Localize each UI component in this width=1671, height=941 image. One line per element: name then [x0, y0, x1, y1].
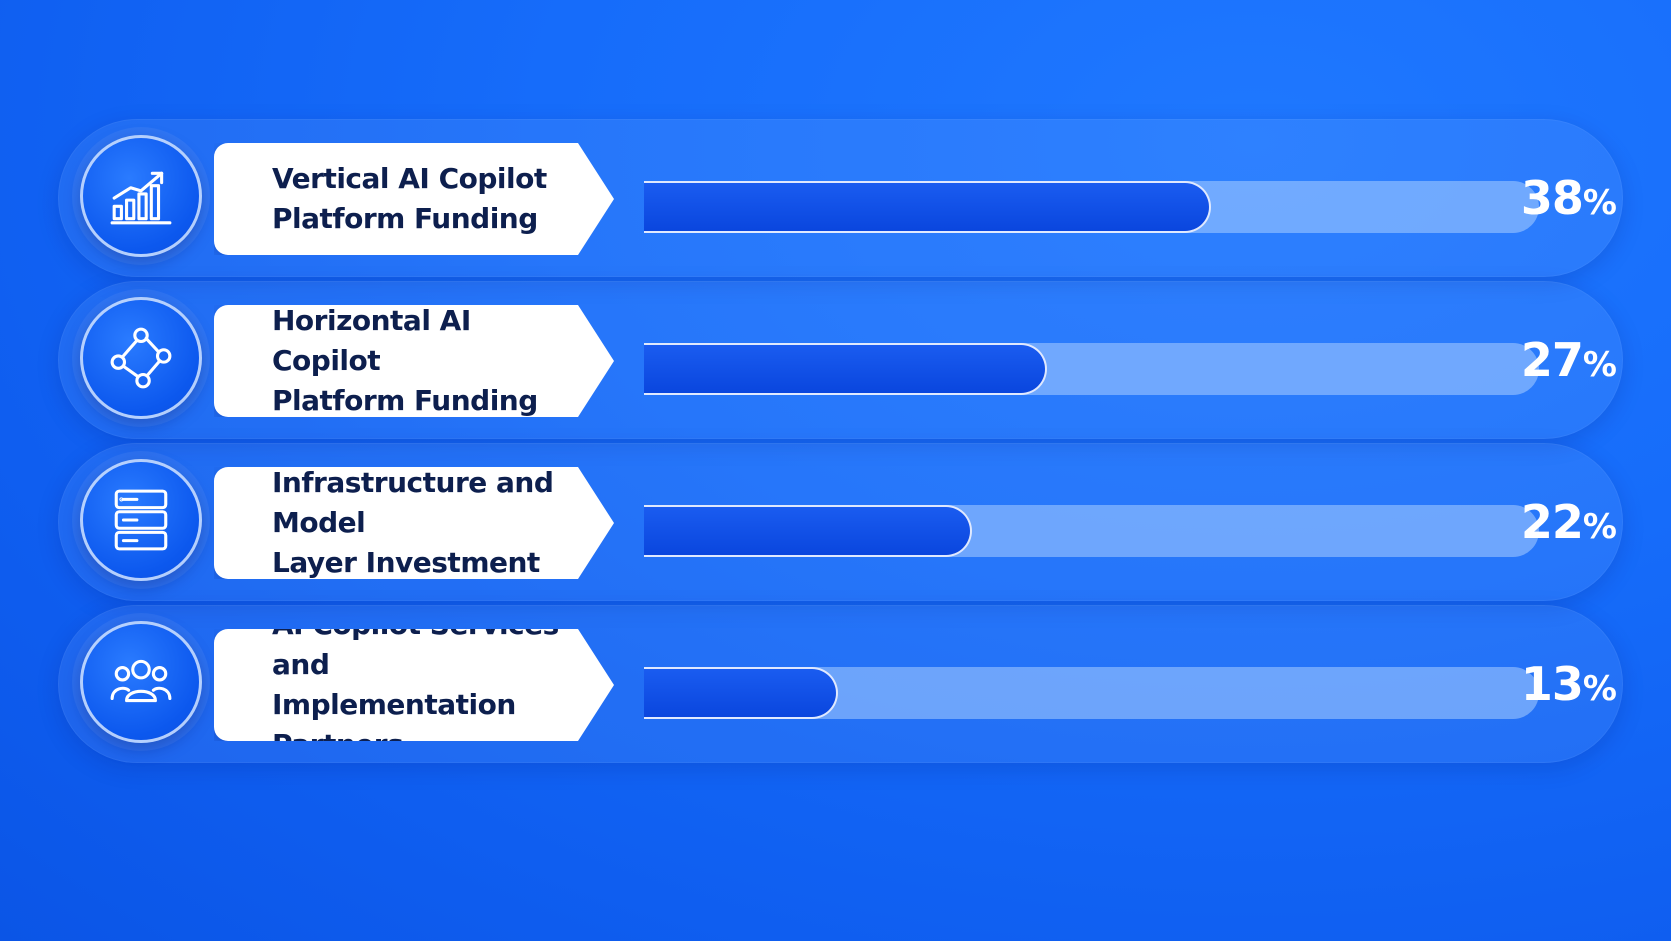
- category-label-card: Infrastructure and Model Layer Investmen…: [214, 467, 614, 579]
- data-label-value: 38: [1520, 171, 1584, 225]
- category-label-line: Platform Funding: [272, 384, 538, 417]
- icon-badge: [80, 459, 202, 581]
- network-nodes-icon: [110, 327, 172, 389]
- bar-row: Infrastructure and Model Layer Investmen…: [58, 443, 1623, 601]
- bar: [644, 505, 973, 557]
- data-label-value: 27: [1520, 333, 1584, 387]
- category-label-line: Platform Funding: [272, 202, 538, 235]
- category-label: Vertical AI Copilot Platform Funding: [272, 159, 572, 239]
- category-label-card: Vertical AI Copilot Platform Funding: [214, 143, 614, 255]
- bar-row: Horizontal AI Copilot Platform Funding 2…: [58, 281, 1623, 439]
- category-label-line: Vertical AI Copilot: [272, 162, 547, 195]
- category-label-card: AI Copilot Services and Implementation P…: [214, 629, 614, 741]
- category-label: Infrastructure and Model Layer Investmen…: [272, 466, 572, 579]
- category-label-card: Horizontal AI Copilot Platform Funding: [214, 305, 614, 417]
- bar-row: AI Copilot Services and Implementation P…: [58, 605, 1623, 763]
- category-label: AI Copilot Services and Implementation P…: [272, 608, 572, 761]
- category-label: Horizontal AI Copilot Platform Funding: [272, 304, 572, 417]
- data-label-value: 13: [1520, 657, 1584, 711]
- icon-badge: [80, 135, 202, 257]
- category-label-line: Horizontal AI Copilot: [272, 304, 471, 377]
- bar: [644, 343, 1047, 395]
- category-label-line: AI Copilot Services and: [272, 608, 559, 681]
- icon-badge: [80, 297, 202, 419]
- data-label: 13%: [1496, 657, 1617, 711]
- icon-badge: [80, 621, 202, 743]
- server-stack-icon: [114, 489, 168, 551]
- data-label-unit: %: [1582, 345, 1617, 385]
- bar-row: Vertical AI Copilot Platform Funding 38%: [58, 119, 1623, 277]
- growth-chart-icon: [110, 171, 172, 225]
- category-label-line: Layer Investment: [272, 546, 540, 579]
- data-label: 38%: [1496, 171, 1617, 225]
- data-label-unit: %: [1582, 507, 1617, 547]
- data-label-value: 22: [1520, 495, 1584, 549]
- category-label-line: Implementation Partners: [272, 688, 516, 761]
- people-group-icon: [110, 659, 172, 703]
- category-label-line: Infrastructure and Model: [272, 466, 554, 539]
- data-label-unit: %: [1582, 183, 1617, 223]
- bar: [644, 667, 838, 719]
- data-label: 22%: [1496, 495, 1617, 549]
- bar: [644, 181, 1211, 233]
- data-label: 27%: [1496, 333, 1617, 387]
- data-label-unit: %: [1582, 669, 1617, 709]
